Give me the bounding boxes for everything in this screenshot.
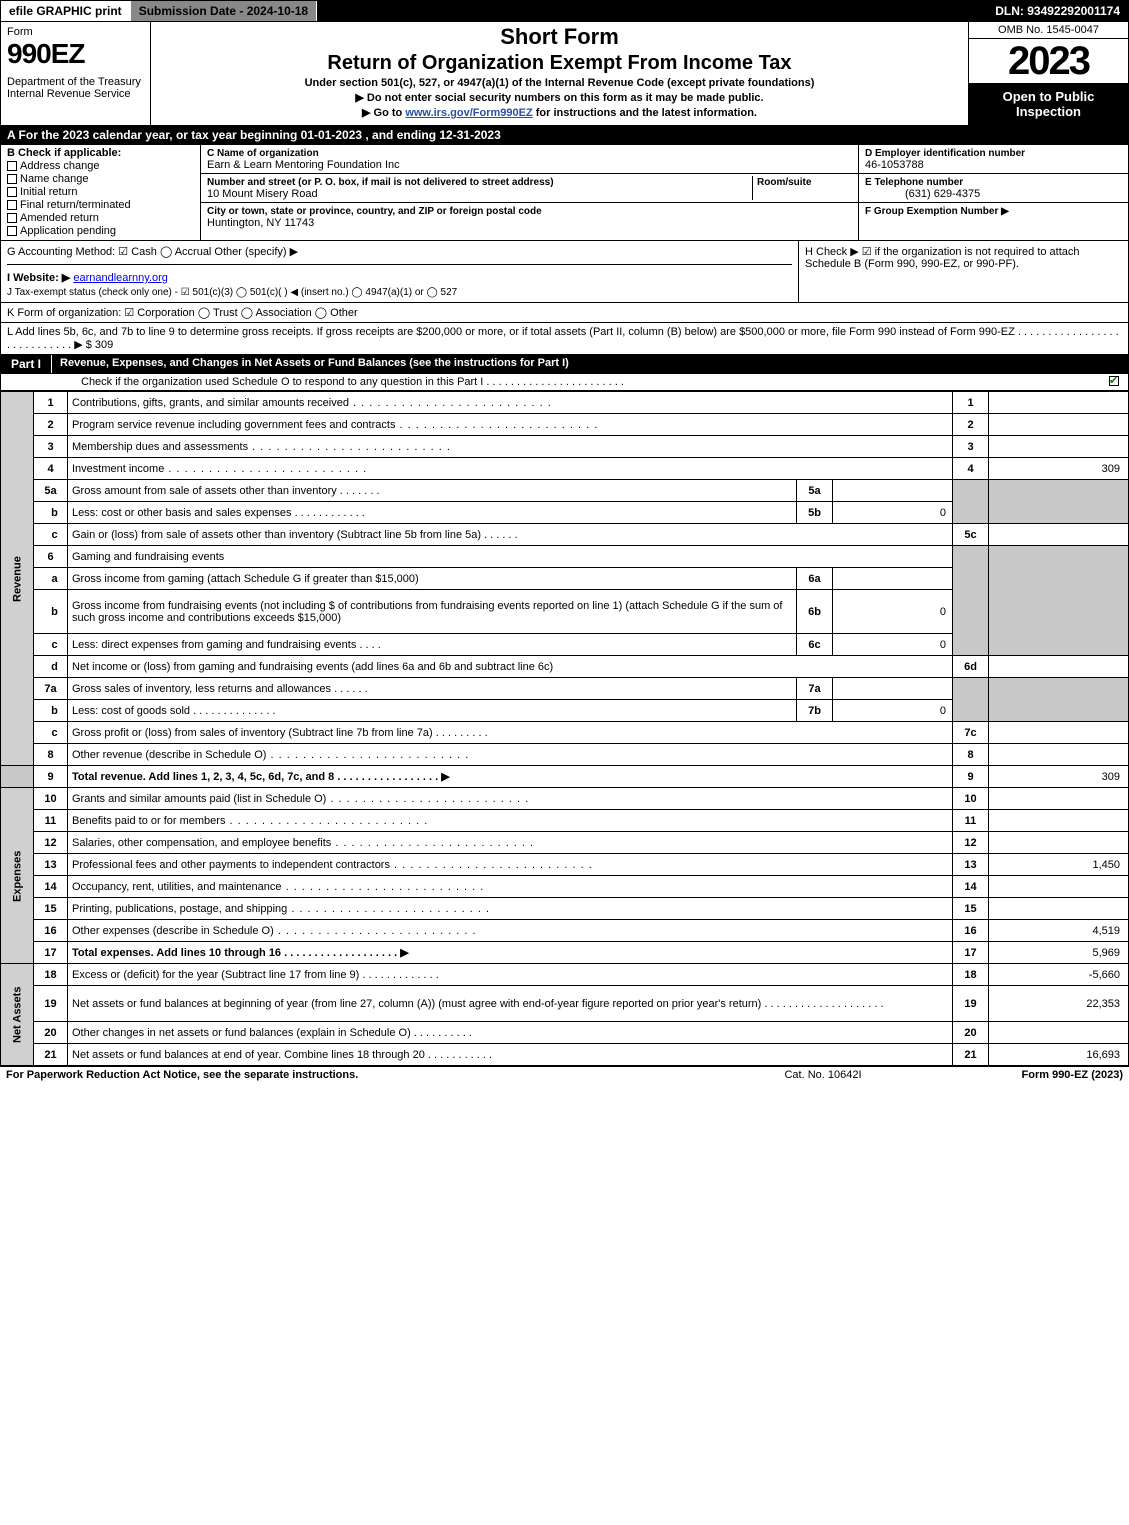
subtitle-3: ▶ Go to www.irs.gov/Form990EZ for instru…	[157, 106, 962, 119]
chk-amended-return[interactable]: Amended return	[7, 212, 194, 224]
irs-link[interactable]: www.irs.gov/Form990EZ	[405, 107, 532, 119]
block-c: C Name of organization Earn & Learn Ment…	[201, 145, 858, 240]
ein: 46-1053788	[865, 159, 924, 171]
subtitle-2: ▶ Do not enter social security numbers o…	[157, 91, 962, 104]
chk-address-change[interactable]: Address change	[7, 160, 194, 172]
submission-date: Submission Date - 2024-10-18	[131, 1, 317, 21]
line-3-value	[989, 436, 1129, 458]
dln: DLN: 93492292001174	[987, 1, 1128, 21]
part-1-tag: Part I	[1, 355, 52, 373]
schedule-o-checkbox[interactable]	[1109, 376, 1119, 386]
catalog-number: Cat. No. 10642I	[723, 1069, 923, 1081]
line-5a-value	[833, 480, 953, 502]
footer: For Paperwork Reduction Act Notice, see …	[0, 1066, 1129, 1083]
line-9-value: 309	[989, 766, 1129, 788]
subtitle-1: Under section 501(c), 527, or 4947(a)(1)…	[157, 77, 962, 89]
line-20-value	[989, 1022, 1129, 1044]
form-header-right: OMB No. 1545-0047 2023 Open to Public In…	[968, 22, 1128, 125]
dept-label: Department of the Treasury Internal Reve…	[7, 76, 144, 100]
line-7c-value	[989, 722, 1129, 744]
line-2-value	[989, 414, 1129, 436]
telephone: (631) 629-4375	[865, 188, 980, 200]
form-header-mid: Short Form Return of Organization Exempt…	[151, 22, 968, 125]
expenses-side-label: Expenses	[1, 788, 34, 964]
efile-label[interactable]: efile GRAPHIC print	[1, 1, 131, 21]
line-7a-value	[833, 678, 953, 700]
line-21-value: 16,693	[989, 1044, 1129, 1066]
form-header: Form 990EZ Department of the Treasury In…	[0, 22, 1129, 126]
check-if-applicable: B Check if applicable: Address change Na…	[1, 145, 201, 240]
revenue-side-label: Revenue	[1, 392, 34, 766]
line-16-value: 4,519	[989, 920, 1129, 942]
block-def: D Employer identification number 46-1053…	[858, 145, 1128, 240]
title-short-form: Short Form	[157, 24, 962, 50]
form-header-left: Form 990EZ Department of the Treasury In…	[1, 22, 151, 125]
line-1-value	[989, 392, 1129, 414]
part-1-table: Revenue 1 Contributions, gifts, grants, …	[0, 391, 1129, 1066]
part-1-header: Part I Revenue, Expenses, and Changes in…	[0, 355, 1129, 374]
line-5b-value: 0	[833, 502, 953, 524]
line-17-value: 5,969	[989, 942, 1129, 964]
line-6a-value	[833, 568, 953, 590]
title-return: Return of Organization Exempt From Incom…	[157, 52, 962, 75]
chk-application-pending[interactable]: Application pending	[7, 225, 194, 237]
form-of-organization: K Form of organization: ☑ Corporation ◯ …	[0, 303, 1129, 323]
line-l-gross-receipts: L Add lines 5b, 6c, and 7b to line 9 to …	[0, 323, 1129, 355]
open-to-public: Open to Public Inspection	[969, 83, 1128, 125]
line-18-value: -5,660	[989, 964, 1129, 986]
form-number: 990EZ	[7, 38, 144, 70]
line-7b-value: 0	[833, 700, 953, 722]
chk-final-return[interactable]: Final return/terminated	[7, 199, 194, 211]
form-code: Form 990-EZ (2023)	[923, 1069, 1123, 1081]
line-12-value	[989, 832, 1129, 854]
block-b: B Check if applicable: Address change Na…	[0, 145, 1129, 241]
block-gh: G Accounting Method: ☑ Cash ◯ Accrual Ot…	[0, 241, 1129, 303]
paperwork-notice: For Paperwork Reduction Act Notice, see …	[6, 1069, 723, 1081]
org-name: Earn & Learn Mentoring Foundation Inc	[207, 159, 400, 171]
part-1-schedule-o-note: Check if the organization used Schedule …	[0, 374, 1129, 391]
line-6b-value: 0	[833, 590, 953, 634]
net-assets-side-label: Net Assets	[1, 964, 34, 1066]
line-11-value	[989, 810, 1129, 832]
omb-number: OMB No. 1545-0047	[969, 22, 1128, 39]
chk-name-change[interactable]: Name change	[7, 173, 194, 185]
line-15-value	[989, 898, 1129, 920]
part-1-title: Revenue, Expenses, and Changes in Net As…	[52, 355, 1128, 373]
line-19-value: 22,353	[989, 986, 1129, 1022]
line-13-value: 1,450	[989, 854, 1129, 876]
line-5c-value	[989, 524, 1129, 546]
group-exemption: F Group Exemption Number ▶	[865, 206, 1009, 217]
street-address: 10 Mount Misery Road	[207, 188, 318, 200]
line-6c-value: 0	[833, 634, 953, 656]
top-bar: efile GRAPHIC print Submission Date - 20…	[0, 0, 1129, 22]
line-6d-value	[989, 656, 1129, 678]
city-state-zip: Huntington, NY 11743	[207, 217, 314, 229]
website-link[interactable]: earnandlearnny.org	[73, 272, 168, 284]
tax-year: 2023	[969, 39, 1128, 83]
tax-exempt-status: J Tax-exempt status (check only one) - ☑…	[7, 287, 792, 298]
line-8-value	[989, 744, 1129, 766]
form-word: Form	[7, 26, 144, 38]
accounting-method: G Accounting Method: ☑ Cash ◯ Accrual Ot…	[7, 245, 792, 265]
website-line: I Website: ▶ earnandlearnny.org	[7, 271, 792, 284]
row-a-calendar-year: A For the 2023 calendar year, or tax yea…	[0, 126, 1129, 145]
schedule-b-check: H Check ▶ ☑ if the organization is not r…	[798, 241, 1128, 302]
chk-initial-return[interactable]: Initial return	[7, 186, 194, 198]
line-14-value	[989, 876, 1129, 898]
line-10-value	[989, 788, 1129, 810]
line-4-value: 309	[989, 458, 1129, 480]
